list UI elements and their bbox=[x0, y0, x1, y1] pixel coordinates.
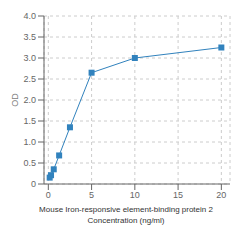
svg-text:3.0: 3.0 bbox=[23, 53, 36, 63]
svg-text:0: 0 bbox=[31, 179, 36, 189]
svg-text:0: 0 bbox=[46, 190, 51, 200]
svg-text:4.0: 4.0 bbox=[23, 11, 36, 21]
svg-text:OD: OD bbox=[10, 93, 20, 107]
html-text:Concentration (ng/ml): Concentration (ng/ml) bbox=[87, 216, 165, 225]
svg-text:15: 15 bbox=[173, 190, 183, 200]
svg-text:2.0: 2.0 bbox=[23, 95, 36, 105]
svg-text:2.5: 2.5 bbox=[23, 74, 36, 84]
svg-text:0.5: 0.5 bbox=[23, 158, 36, 168]
svg-text:20: 20 bbox=[216, 190, 226, 200]
svg-text:10: 10 bbox=[130, 190, 140, 200]
svg-text:5: 5 bbox=[89, 190, 94, 200]
html-text:Mouse Iron-responsive element-: Mouse Iron-responsive element-binding pr… bbox=[39, 205, 213, 214]
svg-text:1.5: 1.5 bbox=[23, 116, 36, 126]
svg-text:1.0: 1.0 bbox=[23, 137, 36, 147]
svg-text:3.5: 3.5 bbox=[23, 32, 36, 42]
